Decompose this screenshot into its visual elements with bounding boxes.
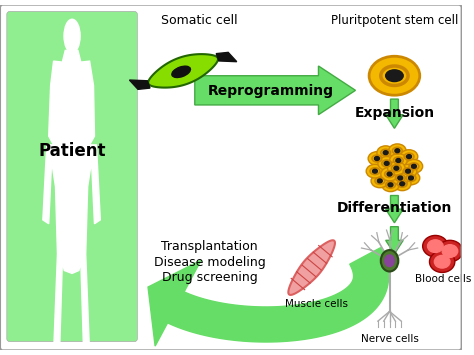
Ellipse shape [394,166,399,170]
FancyArrow shape [386,99,403,128]
Ellipse shape [382,178,399,192]
Ellipse shape [381,250,398,272]
Text: Muscle cells: Muscle cells [285,299,348,309]
Text: Somatic cell: Somatic cell [161,14,238,27]
Polygon shape [148,260,201,346]
Text: Blood cells: Blood cells [415,274,471,284]
Ellipse shape [368,152,386,165]
Ellipse shape [398,176,403,180]
Ellipse shape [402,171,420,185]
Ellipse shape [383,151,388,155]
Ellipse shape [369,56,420,95]
FancyArrow shape [195,66,356,115]
Text: Reprogramming: Reprogramming [208,84,334,98]
Text: Patient: Patient [38,142,106,160]
Ellipse shape [377,179,382,183]
Polygon shape [216,53,237,62]
Ellipse shape [392,171,409,185]
Polygon shape [288,240,335,295]
Ellipse shape [378,157,395,170]
Polygon shape [164,248,389,342]
Ellipse shape [389,144,406,158]
FancyArrow shape [386,227,403,254]
Ellipse shape [428,240,443,252]
Ellipse shape [396,159,401,162]
Text: Pluritpotent stem cell: Pluritpotent stem cell [331,14,458,27]
Ellipse shape [409,176,413,180]
Ellipse shape [366,164,384,178]
Ellipse shape [434,255,450,268]
Ellipse shape [385,255,394,267]
Ellipse shape [406,169,410,173]
Ellipse shape [388,183,393,187]
Ellipse shape [386,70,403,82]
Polygon shape [148,54,218,88]
Polygon shape [43,50,100,355]
Ellipse shape [371,174,389,188]
Ellipse shape [400,182,405,186]
Text: Nerve cells: Nerve cells [361,334,419,344]
Ellipse shape [64,19,80,53]
Ellipse shape [423,235,448,257]
Ellipse shape [381,167,398,181]
Ellipse shape [172,66,191,77]
FancyBboxPatch shape [7,11,137,342]
Ellipse shape [373,169,377,173]
Polygon shape [129,80,150,89]
Text: Transplantation: Transplantation [161,240,258,253]
Ellipse shape [399,164,417,178]
Text: Differentiation: Differentiation [337,201,452,215]
Text: Disease modeling: Disease modeling [154,256,265,269]
Ellipse shape [387,172,392,176]
Ellipse shape [442,245,458,257]
Ellipse shape [395,149,400,153]
Ellipse shape [405,159,423,173]
Ellipse shape [384,162,389,165]
Ellipse shape [393,177,411,191]
Ellipse shape [388,162,405,175]
FancyArrow shape [386,196,403,223]
Ellipse shape [390,154,407,167]
Ellipse shape [407,155,411,159]
Text: Drug screening: Drug screening [162,272,257,284]
Ellipse shape [411,164,416,168]
Ellipse shape [374,157,379,160]
Ellipse shape [438,240,463,262]
Ellipse shape [400,150,418,163]
Ellipse shape [377,146,394,159]
Text: Expansion: Expansion [355,106,435,120]
Ellipse shape [429,251,455,272]
